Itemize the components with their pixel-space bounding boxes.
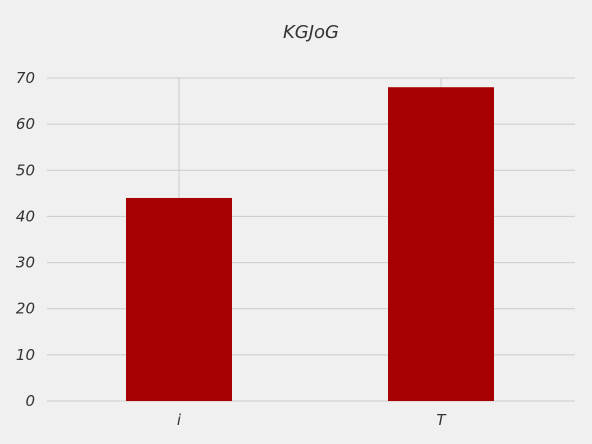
y-tick-label: 40 <box>16 207 35 225</box>
y-tick-label: 70 <box>16 69 35 87</box>
x-tick-label: i <box>177 411 182 429</box>
x-tick-label: T <box>436 411 447 429</box>
chart-title: KGJoG <box>283 22 339 43</box>
y-tick-label: 10 <box>16 346 35 364</box>
y-tick-label: 60 <box>16 115 35 133</box>
y-tick-label: 50 <box>16 161 35 179</box>
y-axis-tick-labels: 0 10 20 30 40 50 60 70 <box>16 69 35 410</box>
bar <box>126 197 232 401</box>
y-tick-label: 0 <box>25 392 35 410</box>
y-tick-label: 30 <box>16 254 35 272</box>
bar-layer <box>126 87 494 401</box>
bar <box>388 87 494 401</box>
y-tick-label: 20 <box>16 300 35 318</box>
